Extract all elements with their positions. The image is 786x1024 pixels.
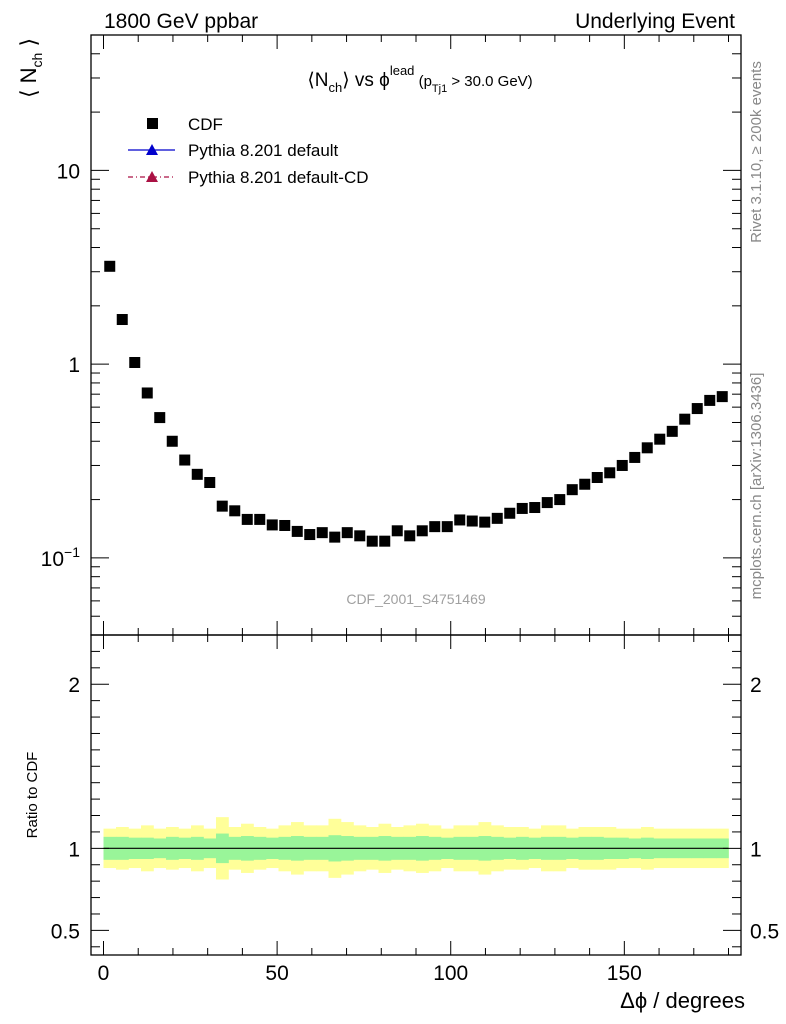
title-paren-open: (p <box>414 73 432 90</box>
ratio-ylabel: Ratio to CDF <box>24 752 41 839</box>
legend: CDF Pythia 8.201 default Pythia 8.201 de… <box>128 115 369 187</box>
cdf-data-point <box>141 387 153 399</box>
cdf-data-point <box>341 527 353 539</box>
main-y-tick-label: 10−1 <box>41 544 81 571</box>
analysis-watermark: CDF_2001_S4751469 <box>346 591 486 607</box>
cdf-data-point <box>466 515 478 527</box>
x-tick-label: 150 <box>607 962 642 985</box>
cdf-data-point <box>266 519 278 531</box>
cdf-data-point <box>591 472 603 484</box>
cdf-data-point <box>191 468 203 480</box>
mcplots-label: mcplots.cern.ch [arXiv:1306.3436] <box>748 373 765 600</box>
cdf-data-point <box>679 413 691 425</box>
cdf-data-point <box>554 494 566 506</box>
x-tick-label: 50 <box>265 962 288 985</box>
cdf-data-point <box>404 530 416 542</box>
cdf-data-point <box>391 525 403 537</box>
rivet-label: Rivet 3.1.10, ≥ 200k events <box>748 61 765 243</box>
cdf-data-point <box>441 521 453 533</box>
cdf-data-point <box>216 500 228 512</box>
title-lhs-sub: ch <box>328 80 342 95</box>
cdf-data-point <box>454 514 466 526</box>
cdf-data-point <box>491 512 503 524</box>
cdf-data-point <box>604 467 616 479</box>
cdf-data-point <box>716 391 728 403</box>
cdf-data-point <box>316 527 328 539</box>
plot-title: ⟨Nch⟩ vs ϕlead (pTj1 > 30.0 GeV) <box>307 63 532 95</box>
title-paren-sub: Tj1 <box>432 83 447 95</box>
main-ylabel-close: ⟩ <box>16 38 41 53</box>
ratio-y-tick-label-right: 2 <box>750 674 762 697</box>
cdf-data-point <box>654 433 666 445</box>
cdf-data-point <box>429 521 441 533</box>
cdf-data-point <box>691 403 703 415</box>
legend-marker-default-cd <box>146 171 158 182</box>
cdf-data-point <box>204 477 216 489</box>
legend-label-cdf: CDF <box>188 115 223 134</box>
cdf-data-point <box>504 507 516 519</box>
cdf-data-point <box>566 484 578 496</box>
cdf-data-point <box>241 513 253 525</box>
svg-text:⟨ Nch ⟩: ⟨ Nch ⟩ <box>16 38 45 98</box>
legend-marker-default <box>146 144 158 155</box>
cdf-data-point <box>229 505 241 517</box>
title-sup: lead <box>390 63 415 78</box>
cdf-data-point <box>166 435 178 447</box>
cdf-data-point <box>179 454 191 466</box>
cdf-data-point <box>379 535 391 547</box>
cdf-data-point <box>541 497 553 509</box>
cdf-data-point <box>116 314 128 326</box>
ratio-y-tick-label-right: 1 <box>750 838 762 861</box>
main-ylabel-sub: ch <box>29 53 45 68</box>
title-paren-close: > 30.0 GeV) <box>447 73 532 90</box>
ratio-y-tick-label-left: 0.5 <box>51 920 80 943</box>
cdf-data-point <box>129 356 141 368</box>
header-left: 1800 GeV ppbar <box>104 10 258 33</box>
ratio-frame <box>90 634 742 956</box>
cdf-data-point <box>516 502 528 514</box>
main-ylabel-base: ⟨ N <box>16 67 41 98</box>
cdf-data-point <box>666 425 678 437</box>
cdf-data-point <box>479 516 491 528</box>
x-tick-label: 100 <box>433 962 468 985</box>
cdf-data-point <box>304 529 316 541</box>
title-lhs: ⟨N <box>307 70 328 91</box>
ratio-panel: 0 50 100 150 2 2 1 1 0.5 0.5 <box>51 634 779 985</box>
ratio-y-tick-label-left: 1 <box>68 838 80 861</box>
cdf-data-point <box>104 260 116 272</box>
main-panel: 10 1 10−1 <box>41 34 742 636</box>
cdf-data-point <box>529 502 541 514</box>
cdf-data-point <box>579 478 591 490</box>
cdf-data-point <box>629 451 641 463</box>
cdf-data-point <box>616 459 628 471</box>
cdf-data-point <box>354 530 366 542</box>
cdf-data-point <box>291 525 303 537</box>
cdf-data-point <box>329 531 341 543</box>
ratio-y-tick-label-left: 2 <box>68 674 80 697</box>
main-y-tick-label: 1 <box>68 354 80 377</box>
main-y-tick-label: 10 <box>57 160 80 183</box>
cdf-data-point <box>416 525 428 537</box>
ratio-y-tick-label-right: 0.5 <box>750 920 779 943</box>
header-right: Underlying Event <box>575 10 735 33</box>
cdf-data-point <box>366 535 378 547</box>
cdf-data-point <box>254 513 266 525</box>
cdf-data-point <box>154 412 166 424</box>
cdf-data-point <box>279 519 291 531</box>
legend-label-default: Pythia 8.201 default <box>188 141 339 160</box>
main-ylabel: ⟨ Nch ⟩ <box>16 38 45 98</box>
x-tick-label: 0 <box>98 962 110 985</box>
legend-marker-cdf <box>147 118 158 129</box>
cdf-data-point <box>704 394 716 406</box>
cdf-data-point <box>641 442 653 454</box>
title-mid: ⟩ vs ϕ <box>342 70 390 91</box>
x-axis-label: Δϕ / degrees <box>620 988 745 1013</box>
legend-label-default-cd: Pythia 8.201 default-CD <box>188 168 369 187</box>
